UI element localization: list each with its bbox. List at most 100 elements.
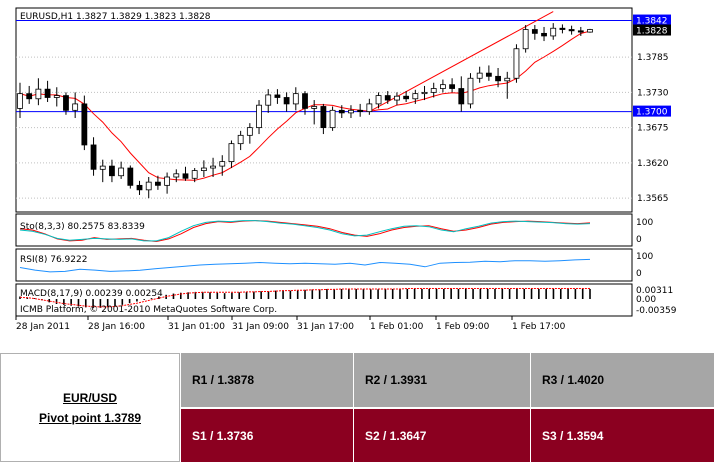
candle-body	[44, 88, 51, 98]
candle-body	[35, 88, 42, 100]
level-label: 1.3842	[636, 17, 668, 27]
resistance-r1: R1 / 1.3878	[180, 353, 353, 407]
candle-body	[302, 93, 308, 109]
candle-body	[63, 95, 69, 111]
level-label-box	[633, 14, 671, 26]
resistance-r2: R2 / 1.3931	[353, 353, 530, 407]
trend-channel-line	[369, 11, 554, 113]
macd-tick-low: -0.00359	[636, 306, 677, 316]
candle-body	[348, 109, 354, 114]
pivot-summary: EUR/USD Pivot point 1.3789	[0, 353, 180, 462]
candle-body	[191, 170, 198, 179]
channel-line	[369, 11, 554, 113]
candle-body	[320, 106, 327, 129]
rsi-tick-100: 100	[636, 252, 653, 262]
price-tick-label: 1.3620	[637, 159, 669, 169]
rsi-line	[19, 258, 591, 273]
price-tick-label: 1.3730	[637, 88, 669, 98]
candle-body	[430, 88, 437, 93]
candle-body	[495, 75, 501, 82]
candle-body	[200, 167, 207, 172]
time-label: 1 Feb 01:00	[370, 322, 424, 332]
price-panel-title: EURUSD,H1 1.3827 1.3829 1.3823 1.3828	[20, 12, 211, 22]
candle-body	[173, 173, 180, 178]
candle-body	[504, 77, 511, 82]
candlesticks	[17, 23, 593, 199]
candle-body	[292, 93, 299, 105]
macd-signal-line	[19, 288, 590, 308]
resistance-r3: R3 / 1.4020	[530, 353, 714, 407]
candle-body	[449, 84, 455, 89]
candle-body	[458, 88, 465, 105]
sto-tick-100: 100	[636, 218, 653, 228]
candle-body	[311, 106, 318, 109]
candle-body	[384, 95, 391, 101]
support-s2: S2 / 1.3647	[353, 408, 530, 462]
candle-body	[256, 104, 262, 129]
time-label: 31 Jan 01:00	[168, 322, 225, 332]
candle-body	[513, 48, 520, 79]
current-price-box	[633, 24, 671, 36]
macd-title: MACD(8,17,9) 0.00239 0.00254	[20, 289, 163, 299]
indicator-line-1	[19, 220, 591, 242]
price-tick-label: 1.3785	[637, 53, 669, 63]
time-label: 31 Jan 17:00	[297, 322, 354, 332]
candle-body	[329, 109, 336, 129]
candle-body	[283, 97, 290, 105]
candle-body	[155, 181, 161, 186]
price-tick-label: 1.3675	[637, 124, 669, 134]
candle-body	[403, 95, 410, 100]
support-s1: S1 / 1.3736	[180, 408, 353, 462]
stochastic-panel	[15, 213, 633, 247]
candle-body	[246, 127, 253, 136]
candle-body	[467, 77, 474, 105]
rsi-panel	[15, 248, 633, 282]
rsi-tick-0: 0	[636, 269, 642, 279]
candle-body	[522, 29, 529, 50]
candle-body	[237, 134, 244, 145]
candle-body	[375, 95, 382, 105]
candle-body	[338, 109, 345, 114]
candle-body	[568, 29, 575, 32]
candle-body	[26, 93, 33, 100]
time-label: 31 Jan 09:00	[232, 322, 289, 332]
support-s3: S3 / 1.3594	[530, 408, 714, 462]
macd-tick-zero: 0.00	[636, 295, 656, 305]
stochastic-title: Sto(8,3,3) 80.2575 83.8339	[20, 222, 145, 232]
candle-body	[394, 95, 400, 101]
candle-body	[366, 103, 373, 113]
watermark: ICMB Platform, © 2001-2010 MetaQuotes So…	[20, 305, 277, 315]
candle-body	[440, 84, 446, 89]
price-axis: 1.3565 1.3620 1.3675 1.3730 1.3785	[637, 53, 669, 204]
candle-body	[485, 72, 492, 77]
price-tick-label: 1.3565	[637, 194, 669, 204]
candle-body	[274, 94, 281, 98]
candle-body	[265, 94, 272, 106]
candle-body	[136, 184, 143, 191]
pivot-symbol: EUR/USD	[62, 390, 117, 405]
candle-body	[531, 29, 538, 34]
time-label: 1 Feb 09:00	[436, 322, 490, 332]
candle-body	[145, 181, 152, 191]
level-label-box	[633, 105, 671, 117]
candle-body	[421, 91, 428, 95]
candle-body	[412, 93, 419, 100]
candle-body	[81, 103, 88, 146]
time-label: 1 Feb 17:00	[512, 322, 566, 332]
candle-body	[559, 27, 566, 30]
stochastic-lines	[19, 220, 591, 243]
pivot-point: Pivot point 1.3789	[38, 410, 142, 425]
macd-histogram	[19, 288, 591, 309]
candle-body	[577, 30, 584, 33]
candle-body	[17, 93, 23, 109]
current-price-label: 1.3828	[636, 27, 668, 37]
candle-body	[72, 103, 79, 111]
candle-body	[219, 161, 226, 167]
candle-body	[99, 165, 106, 170]
macd-tick-high: 0.00311	[636, 286, 673, 296]
candle-body	[118, 167, 125, 177]
candle-body	[182, 173, 189, 179]
indicator-line-0	[19, 258, 591, 273]
time-axis: 28 Jan 2011 28 Jan 16:00 31 Jan 01:00 31 Ja…	[15, 316, 566, 332]
